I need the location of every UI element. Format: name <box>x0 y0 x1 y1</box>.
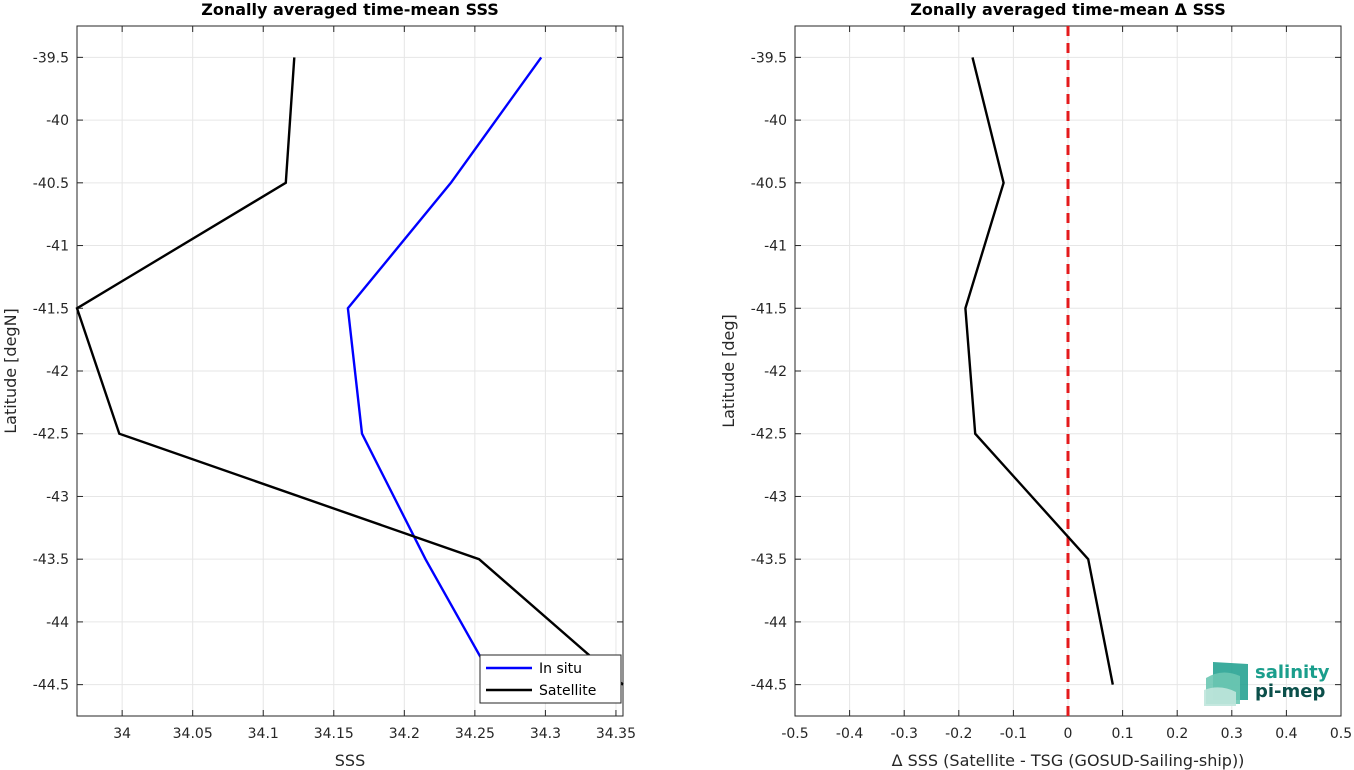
y-tick-label: -41 <box>46 239 69 255</box>
x-tick-label: 34.25 <box>455 726 495 742</box>
x-tick-label: 0.3 <box>1221 726 1243 742</box>
y-tick-label: -42 <box>46 364 69 380</box>
x-tick-label: 0 <box>1064 726 1073 742</box>
x-tick-label: -0.1 <box>1000 726 1027 742</box>
y-tick-label: -41 <box>764 239 787 255</box>
y-axis-label: Latitude [degN] <box>1 308 20 434</box>
y-tick-label: -42.5 <box>751 427 787 443</box>
legend-label: In situ <box>539 661 582 677</box>
y-tick-label: -43.5 <box>751 552 787 568</box>
series-line-satellite <box>75 57 624 686</box>
x-tick-label: 0.2 <box>1166 726 1188 742</box>
y-tick-label: -40.5 <box>33 176 69 192</box>
x-tick-label: 0.5 <box>1330 726 1352 742</box>
y-tick-label: -44.5 <box>33 678 69 694</box>
y-tick-label: -40 <box>46 113 69 129</box>
y-tick-label: -44.5 <box>751 678 787 694</box>
y-tick-label: -43 <box>46 489 69 505</box>
chart-panel-1: 34 34.05 34.1 34.15 34.2 34.25 34.3 34.35 -39.5 -… <box>1 0 636 770</box>
x-tick-label: 34.35 <box>596 726 636 742</box>
y-tick-label: -44 <box>764 615 787 631</box>
y-tick-label: -39.5 <box>33 50 69 66</box>
y-tick-label: -41.5 <box>751 301 787 317</box>
legend-label: Satellite <box>539 683 596 699</box>
y-tick-label: -40.5 <box>751 176 787 192</box>
x-tick-label: 0.4 <box>1275 726 1297 742</box>
logo-text-pimep: pi-mep <box>1255 681 1325 702</box>
x-tick-label: -0.3 <box>891 726 918 742</box>
chart-panel-2: -0.5 -0.4 -0.3 -0.2 -0.1 0 0.1 0.2 0.3 0.4 0.5 -39.… <box>719 0 1352 770</box>
chart-title: Zonally averaged time-mean SSS <box>201 0 499 19</box>
y-tick-label: -40 <box>764 113 787 129</box>
y-axis-label: Latitude [deg] <box>719 314 738 428</box>
y-tick-label: -43 <box>764 489 787 505</box>
y-tick-label: -42 <box>764 364 787 380</box>
x-tick-label: 34.1 <box>248 726 279 742</box>
y-tick-label: -41.5 <box>33 301 69 317</box>
x-tick-label: 34 <box>113 726 131 742</box>
logo-wave-icon <box>1204 687 1236 706</box>
series-line-delta-sss <box>964 57 1114 685</box>
y-tick-label: -43.5 <box>33 552 69 568</box>
y-tick-label: -44 <box>46 615 69 631</box>
chart-title: Zonally averaged time-mean Δ SSS <box>910 0 1226 19</box>
x-axis-label: SSS <box>335 751 365 770</box>
legend-box <box>479 654 622 704</box>
x-axis-label: Δ SSS (Satellite - TSG (GOSUD-Sailing-sh… <box>892 751 1245 770</box>
y-tick-label: -42.5 <box>33 427 69 443</box>
x-tick-label: 0.1 <box>1111 726 1133 742</box>
x-tick-label: -0.4 <box>836 726 863 742</box>
series-line-in-situ <box>346 56 543 686</box>
logo-text-salinity: salinity <box>1255 662 1330 683</box>
y-tick-label: -39.5 <box>751 50 787 66</box>
x-tick-label: -0.2 <box>945 726 972 742</box>
x-tick-label: 34.05 <box>173 726 213 742</box>
x-tick-label: -0.5 <box>781 726 808 742</box>
x-tick-label: 34.3 <box>530 726 561 742</box>
x-tick-label: 34.2 <box>389 726 420 742</box>
x-tick-label: 34.15 <box>314 726 354 742</box>
